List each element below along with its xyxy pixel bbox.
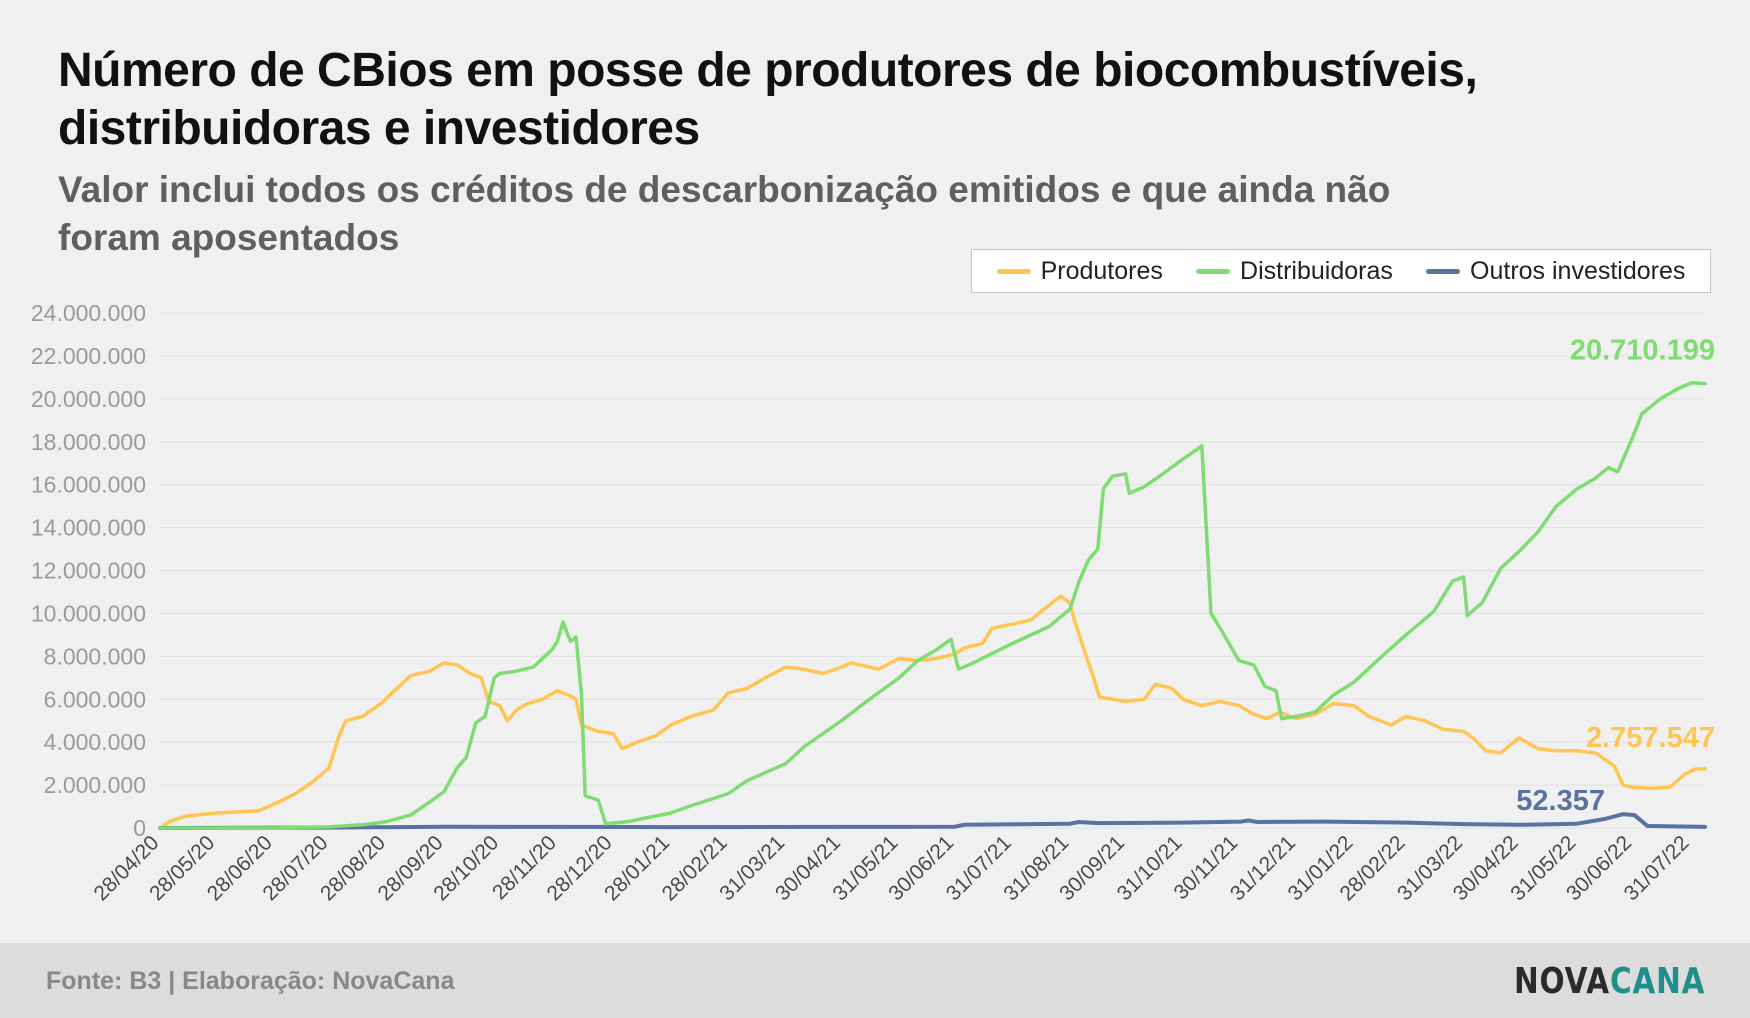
grid-lines (160, 312, 1705, 829)
end-labels: 2.757.547 20.710.199 52.357 (1516, 335, 1715, 817)
y-tick-label: 14.000.000 (31, 515, 146, 541)
legend-label-distribuidoras: Distribuidoras (1240, 256, 1393, 285)
y-tick-label: 6.000.000 (44, 686, 146, 712)
chart-subtitle: Valor inclui todos os créditos de descar… (58, 169, 1391, 258)
legend-swatch-outros (1426, 268, 1461, 274)
y-tick-label: 4.000.000 (44, 729, 146, 755)
chart-legend: Produtores Distribuidoras Outros investi… (971, 249, 1711, 293)
end-label-outros: 52.357 (1516, 785, 1605, 817)
legend-item-outros: Outros investidores (1426, 257, 1685, 286)
legend-swatch-produtores (996, 268, 1031, 274)
y-tick-label: 10.000.000 (31, 600, 146, 626)
line-chart: 0 2.000.000 4.000.000 6.000.000 8.000.000 10.… (31, 300, 1715, 905)
y-tick-label: 8.000.000 (44, 643, 146, 669)
series-lines (158, 380, 1707, 830)
footer-bar: Fonte: B3 | Elaboração: NovaCana NOVACAN… (0, 943, 1750, 1018)
legend-label-produtores: Produtores (1040, 256, 1163, 285)
x-axis-ticks: 28/04/2028/05/2028/06/2028/07/2028/08/20… (89, 831, 1693, 905)
y-tick-label: 0 (133, 815, 146, 841)
logo-part-nova: NOVA (1513, 961, 1610, 1002)
end-label-distribuidoras: 20.710.199 (1570, 335, 1715, 367)
y-tick-label: 16.000.000 (31, 472, 146, 498)
logo-part-cana: CANA (1609, 961, 1705, 1002)
y-tick-label: 24.000.000 (31, 300, 146, 326)
chart-title: Número de CBios em posse de produtores d… (58, 44, 1478, 155)
legend-swatch-distribuidoras (1196, 268, 1231, 274)
source-text: Fonte: B3 | Elaboração: NovaCana (46, 967, 455, 995)
legend-item-distribuidoras: Distribuidoras (1196, 257, 1393, 286)
legend-label-outros: Outros investidores (1470, 256, 1686, 285)
series-line-outros (158, 812, 1707, 830)
y-tick-label: 2.000.000 (44, 772, 146, 798)
legend-item-produtores: Produtores (996, 256, 1163, 286)
y-tick-label: 12.000.000 (31, 558, 146, 584)
y-tick-label: 22.000.000 (31, 343, 146, 369)
novacana-logo: NOVACANA (1514, 961, 1705, 1002)
end-label-produtores: 2.757.547 (1586, 722, 1715, 754)
series-line-distribuidoras (158, 380, 1707, 830)
y-tick-label: 20.000.000 (31, 386, 146, 412)
y-tick-label: 18.000.000 (31, 429, 146, 455)
y-axis-ticks: 0 2.000.000 4.000.000 6.000.000 8.000.000 10.… (31, 300, 146, 841)
series-line-produtores (158, 594, 1707, 830)
